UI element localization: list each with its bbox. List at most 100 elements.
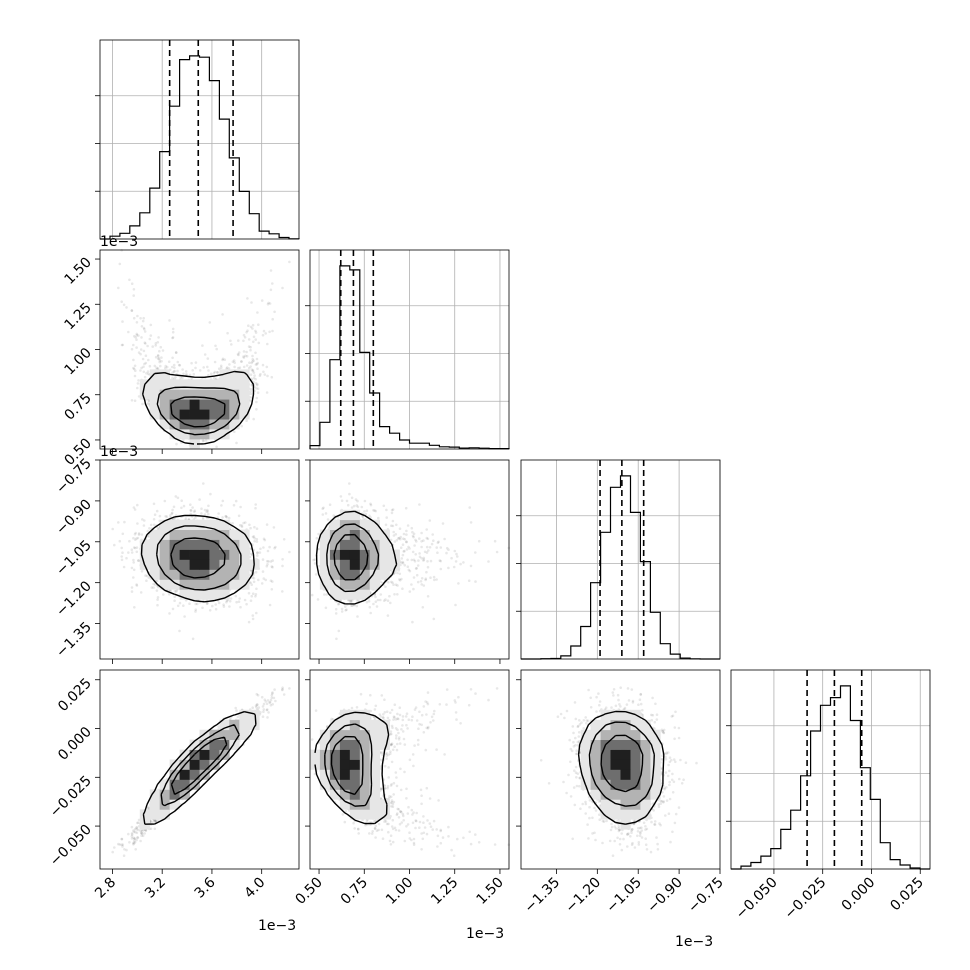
sample-point bbox=[134, 336, 137, 339]
sample-point bbox=[250, 361, 253, 365]
sample-point bbox=[174, 351, 178, 354]
sample-point bbox=[252, 417, 255, 421]
sample-point bbox=[141, 319, 145, 323]
sample-point bbox=[237, 339, 240, 342]
sample-point bbox=[244, 354, 247, 358]
sample-point bbox=[247, 324, 250, 328]
sample-point bbox=[191, 369, 194, 372]
sample-point bbox=[251, 357, 254, 361]
sample-point bbox=[117, 286, 120, 290]
sample-point bbox=[171, 508, 174, 512]
sample-point bbox=[208, 321, 212, 324]
density-cell bbox=[239, 369, 250, 380]
histogram-2-frame bbox=[520, 459, 721, 660]
sample-point bbox=[231, 522, 234, 525]
sample-point bbox=[136, 503, 139, 507]
density-cell bbox=[209, 429, 220, 440]
sample-point bbox=[139, 591, 143, 594]
sample-point bbox=[254, 593, 258, 596]
sample-point bbox=[175, 442, 178, 446]
sample-point bbox=[207, 369, 210, 372]
sample-point bbox=[249, 390, 252, 393]
sample-point bbox=[202, 366, 205, 369]
sample-point bbox=[268, 545, 271, 549]
sample-point bbox=[255, 408, 258, 411]
sample-point bbox=[254, 377, 257, 381]
sample-point bbox=[254, 338, 257, 341]
sample-point bbox=[132, 561, 135, 564]
sample-point bbox=[281, 286, 284, 290]
sample-point bbox=[144, 342, 147, 345]
sample-point bbox=[258, 551, 262, 554]
sample-point bbox=[255, 400, 258, 404]
panel-2-0 bbox=[111, 482, 291, 641]
sample-point bbox=[254, 331, 258, 334]
sample-point bbox=[245, 354, 249, 358]
sample-point bbox=[198, 498, 201, 501]
sample-point bbox=[140, 570, 144, 573]
sample-point bbox=[130, 309, 134, 312]
sample-point bbox=[246, 297, 249, 300]
density-cell bbox=[149, 369, 161, 380]
sample-point bbox=[249, 365, 252, 368]
sample-point bbox=[242, 333, 246, 337]
sample-point bbox=[249, 345, 252, 349]
sample-point bbox=[267, 301, 270, 305]
sample-point bbox=[132, 568, 136, 572]
sample-point bbox=[179, 376, 182, 379]
density-cell bbox=[189, 399, 200, 410]
sample-point bbox=[158, 360, 161, 364]
sample-point bbox=[282, 538, 286, 541]
sample-point bbox=[156, 341, 160, 344]
sample-point bbox=[235, 600, 238, 604]
sample-point bbox=[234, 594, 238, 598]
sample-point bbox=[263, 373, 267, 376]
sample-point bbox=[268, 330, 271, 334]
sample-point bbox=[157, 336, 160, 339]
sample-point bbox=[178, 601, 182, 605]
sample-point bbox=[214, 607, 218, 611]
sample-point bbox=[261, 558, 265, 561]
sample-point bbox=[164, 366, 167, 370]
histogram-0-frame bbox=[99, 39, 300, 240]
sample-point bbox=[254, 363, 258, 366]
sample-point bbox=[121, 320, 124, 323]
sample-point bbox=[249, 373, 253, 377]
sample-point bbox=[270, 375, 274, 379]
sample-point bbox=[269, 269, 273, 272]
sample-point bbox=[118, 539, 122, 543]
sample-point bbox=[245, 419, 248, 423]
sample-point bbox=[178, 364, 182, 367]
sample-point bbox=[261, 570, 265, 573]
sample-point bbox=[132, 316, 136, 320]
sample-point bbox=[140, 336, 143, 339]
sample-point bbox=[123, 520, 126, 524]
sample-point bbox=[201, 439, 205, 442]
sample-point bbox=[152, 523, 156, 527]
density-cell bbox=[199, 409, 210, 420]
sample-point bbox=[143, 330, 147, 333]
sample-point bbox=[132, 366, 135, 370]
sample-point bbox=[224, 515, 228, 518]
sample-point bbox=[156, 367, 160, 370]
density-cell bbox=[139, 389, 151, 400]
sample-point bbox=[142, 316, 145, 320]
sample-point bbox=[260, 582, 264, 585]
sample-point bbox=[133, 606, 136, 609]
sample-point bbox=[254, 387, 258, 390]
sample-point bbox=[256, 387, 260, 391]
sample-point bbox=[149, 323, 153, 327]
sample-point bbox=[133, 374, 137, 378]
density-cell bbox=[149, 379, 161, 390]
sample-point bbox=[130, 347, 134, 351]
sample-point bbox=[176, 604, 180, 608]
sample-point bbox=[182, 504, 186, 508]
sample-point bbox=[139, 348, 143, 351]
sample-point bbox=[245, 602, 248, 606]
sample-point bbox=[181, 368, 184, 371]
sample-point bbox=[237, 366, 240, 370]
sample-point bbox=[242, 365, 246, 369]
sample-point bbox=[159, 364, 162, 368]
density-cell bbox=[199, 399, 210, 410]
